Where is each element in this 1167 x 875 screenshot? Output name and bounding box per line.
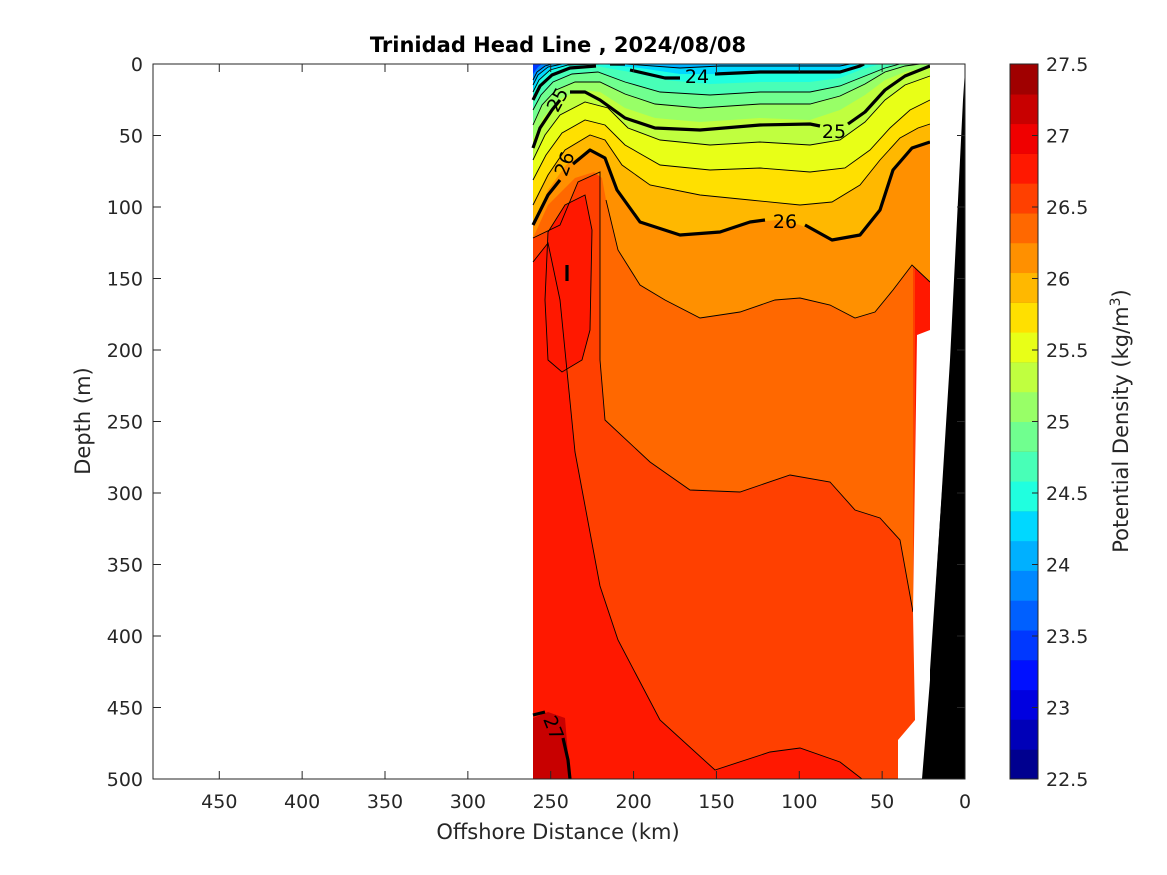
x-tick-label: 200	[615, 791, 651, 813]
y-tick-label: 50	[119, 126, 143, 148]
colorbar-tick-label: 22.5	[1046, 769, 1088, 791]
density-band-27-27.25	[533, 712, 570, 779]
colorbar: 27.5 27 26.5 26 25.5 25 24.5 24 23.5 23 22.5	[1009, 54, 1088, 791]
contour-label-24: 24	[685, 66, 709, 88]
colorbar-swatch	[1010, 689, 1038, 720]
x-tick-label: 100	[781, 791, 817, 813]
x-tick-label: 0	[959, 791, 971, 813]
thin-contour-lines	[532, 64, 931, 779]
colorbar-swatch	[1010, 123, 1038, 154]
colorbar-swatch	[1010, 93, 1038, 125]
x-tick-label: 250	[533, 791, 569, 813]
colorbar-label-end: )	[1109, 289, 1133, 297]
colorbar-tick-label: 25.5	[1046, 340, 1088, 362]
colorbar-swatch	[1010, 510, 1038, 542]
y-tick-label: 350	[107, 555, 143, 577]
colorbar-swatch	[1010, 272, 1038, 303]
y-tick-label: 250	[107, 412, 143, 434]
x-tick-label: 300	[450, 791, 486, 813]
colorbar-tick-label: 23.5	[1046, 626, 1088, 648]
x-tick-label: 400	[284, 791, 320, 813]
colorbar-swatch	[1010, 421, 1038, 452]
colorbar-swatch	[1010, 64, 1038, 95]
colorbar-label: Potential Density (kg/m3)	[1108, 289, 1133, 553]
contour-label-25: 25	[822, 121, 846, 143]
x-tick-label: 50	[870, 791, 894, 813]
colorbar-swatch	[1010, 570, 1038, 601]
colorbar-swatch	[1010, 153, 1038, 184]
contour-fill-group	[531, 64, 965, 779]
colorbar-tick-label: 24.5	[1046, 483, 1088, 505]
colorbar-swatch	[1010, 451, 1038, 482]
y-axis-label: Depth (m)	[71, 367, 95, 474]
colorbar-swatch	[1010, 391, 1038, 422]
seafloor-bathymetry-edge	[922, 70, 965, 779]
y-tick-label: 0	[131, 54, 143, 76]
y-tick-label: 150	[107, 269, 143, 291]
colorbar-swatch	[1010, 749, 1038, 780]
colorbar-swatch	[1010, 659, 1038, 691]
colorbar-tick-label: 27.5	[1046, 54, 1088, 76]
y-tick-label: 200	[107, 340, 143, 362]
density-band-23-23.25	[533, 64, 542, 74]
colorbar-tick-label: 26	[1046, 269, 1070, 291]
x-axis-label: Offshore Distance (km)	[436, 820, 679, 844]
major-contour-lines	[531, 64, 931, 779]
colorbar-swatch	[1010, 183, 1038, 214]
colorbar-swatch	[1010, 302, 1038, 333]
colorbar-label-main: Potential Density (kg/m	[1109, 306, 1133, 552]
no-data-gap	[898, 64, 965, 779]
y-tick-label: 400	[107, 626, 143, 648]
y-tick-label: 500	[107, 769, 143, 791]
y-tick-label: 450	[107, 698, 143, 720]
colorbar-swatch	[1010, 212, 1038, 244]
colorbar-tick-label: 24	[1046, 555, 1070, 577]
colorbar-swatch	[1010, 630, 1038, 661]
y-tick-label: 100	[107, 197, 143, 219]
colorbar-swatch	[1010, 540, 1038, 571]
y-tick-label: 300	[107, 483, 143, 505]
density-band-23.25-23.5	[533, 64, 552, 80]
colorbar-swatch	[1010, 719, 1038, 750]
colorbar-tick-label: 27	[1046, 126, 1070, 148]
colorbar-tick-label: 23	[1046, 698, 1070, 720]
colorbar-swatch	[1010, 600, 1038, 631]
colorbar-swatch	[1010, 242, 1038, 274]
x-tick-label: 150	[698, 791, 734, 813]
x-tick-label: 350	[367, 791, 403, 813]
colorbar-tick-label: 25	[1046, 412, 1070, 434]
colorbar-swatch	[1010, 361, 1038, 393]
colorbar-swatch	[1010, 332, 1038, 363]
colorbar-label-sup: 3	[1108, 297, 1124, 306]
colorbar-swatch	[1010, 481, 1038, 512]
chart-title: Trinidad Head Line , 2024/08/08	[370, 33, 746, 57]
y-axis: 0 50 100 150 200 250 300 350 400 450 500	[107, 54, 965, 791]
colorbar-tick-label: 26.5	[1046, 197, 1088, 219]
contour-label-26: 26	[773, 211, 797, 233]
x-tick-label: 450	[201, 791, 237, 813]
density-lens-26.75	[545, 195, 592, 372]
x-axis: 450 400 350 300 250 200 150 100 50 0	[201, 64, 971, 813]
